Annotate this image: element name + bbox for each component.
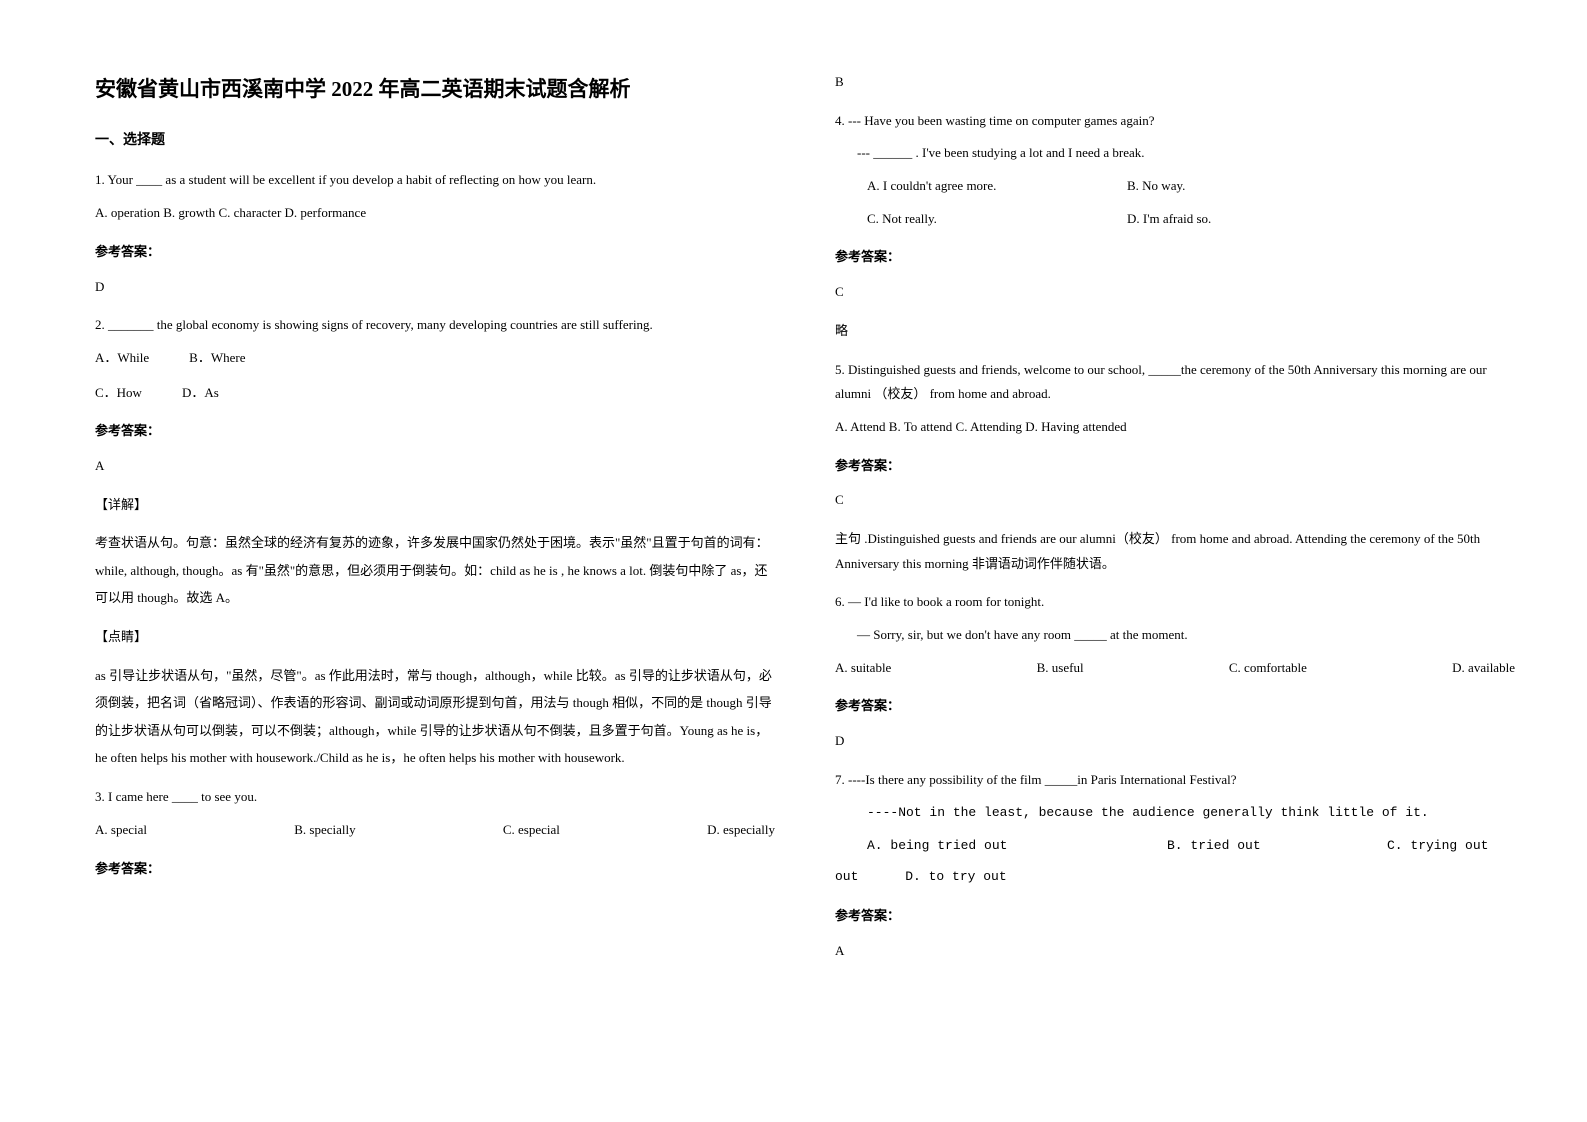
detail-label: 【详解】	[95, 493, 775, 518]
option-d: D．As	[182, 381, 219, 406]
answer-label: 参考答案：	[835, 454, 1515, 479]
question-text: — Sorry, sir, but we don't have any room…	[835, 623, 1515, 648]
hint-label: 【点睛】	[95, 625, 775, 650]
option-c: C．How	[95, 381, 142, 406]
answer-value: C	[835, 488, 1515, 513]
option-a: A. being tried out	[867, 834, 1167, 859]
option-a: A. special	[95, 818, 147, 843]
question-text: 4. --- Have you been wasting time on com…	[835, 109, 1515, 134]
question-text: 5. Distinguished guests and friends, wel…	[835, 358, 1515, 407]
right-column: B 4. --- Have you been wasting time on c…	[835, 70, 1515, 977]
question-options: A. Attend B. To attend C. Attending D. H…	[835, 415, 1515, 440]
question-7: 7. ----Is there any possibility of the f…	[835, 768, 1515, 890]
answer-value: D	[95, 275, 775, 300]
explain-text: 主句 .Distinguished guests and friends are…	[835, 527, 1515, 576]
option-d: D. to try out	[905, 869, 1006, 884]
lue: 略	[835, 319, 1515, 344]
option-c: C. Not really.	[867, 207, 1127, 232]
question-text: 3. I came here ____ to see you.	[95, 785, 775, 810]
answer-value: A	[95, 454, 775, 479]
question-2: 2. _______ the global economy is showing…	[95, 313, 775, 405]
answer-value: C	[835, 280, 1515, 305]
hint-text: as 引导让步状语从句，"虽然，尽管"。as 作此用法时，常与 though，a…	[95, 662, 775, 771]
answer-label: 参考答案：	[95, 419, 775, 444]
document-title: 安徽省黄山市西溪南中学 2022 年高二英语期末试题含解析	[95, 70, 775, 110]
option-d-prefix: out	[835, 869, 905, 884]
answer-value: A	[835, 939, 1515, 964]
question-text: 2. _______ the global economy is showing…	[95, 313, 775, 338]
document-page: 安徽省黄山市西溪南中学 2022 年高二英语期末试题含解析 一、选择题 1. Y…	[0, 0, 1587, 1017]
question-text: 1. Your ____ as a student will be excell…	[95, 168, 775, 193]
option-d: D. available	[1452, 656, 1515, 681]
option-a: A. I couldn't agree more.	[867, 174, 1127, 199]
section-header: 一、选择题	[95, 128, 775, 155]
option-b: B. tried out	[1167, 834, 1387, 859]
answer-label: 参考答案：	[95, 240, 775, 265]
question-6: 6. — I'd like to book a room for tonight…	[835, 590, 1515, 680]
answer-label: 参考答案：	[95, 857, 775, 882]
option-b: B．Where	[189, 346, 245, 371]
answer-value: B	[835, 70, 1515, 95]
question-text: 7. ----Is there any possibility of the f…	[835, 768, 1515, 793]
question-3: 3. I came here ____ to see you. A. speci…	[95, 785, 775, 842]
option-b: B. useful	[1037, 656, 1084, 681]
option-a: A．While	[95, 346, 149, 371]
question-5: 5. Distinguished guests and friends, wel…	[835, 358, 1515, 440]
question-4: 4. --- Have you been wasting time on com…	[835, 109, 1515, 232]
question-1: 1. Your ____ as a student will be excell…	[95, 168, 775, 225]
question-text: ----Not in the least, because the audien…	[835, 800, 1515, 826]
option-d: D. I'm afraid so.	[1127, 207, 1211, 232]
option-c: C. trying out	[1387, 834, 1488, 859]
option-d: D. especially	[707, 818, 775, 843]
left-column: 安徽省黄山市西溪南中学 2022 年高二英语期末试题含解析 一、选择题 1. Y…	[95, 70, 775, 977]
question-text: 6. — I'd like to book a room for tonight…	[835, 590, 1515, 615]
answer-label: 参考答案：	[835, 904, 1515, 929]
option-c: C. especial	[503, 818, 560, 843]
question-text: --- ______ . I've been studying a lot an…	[835, 141, 1515, 166]
option-c: C. comfortable	[1229, 656, 1307, 681]
option-b: B. specially	[294, 818, 355, 843]
option-a: A. suitable	[835, 656, 891, 681]
detail-text: 考查状语从句。句意：虽然全球的经济有复苏的迹象，许多发展中国家仍然处于困境。表示…	[95, 529, 775, 611]
question-options: A. operation B. growth C. character D. p…	[95, 201, 775, 226]
answer-label: 参考答案：	[835, 245, 1515, 270]
answer-value: D	[835, 729, 1515, 754]
option-b: B. No way.	[1127, 174, 1185, 199]
answer-label: 参考答案：	[835, 694, 1515, 719]
